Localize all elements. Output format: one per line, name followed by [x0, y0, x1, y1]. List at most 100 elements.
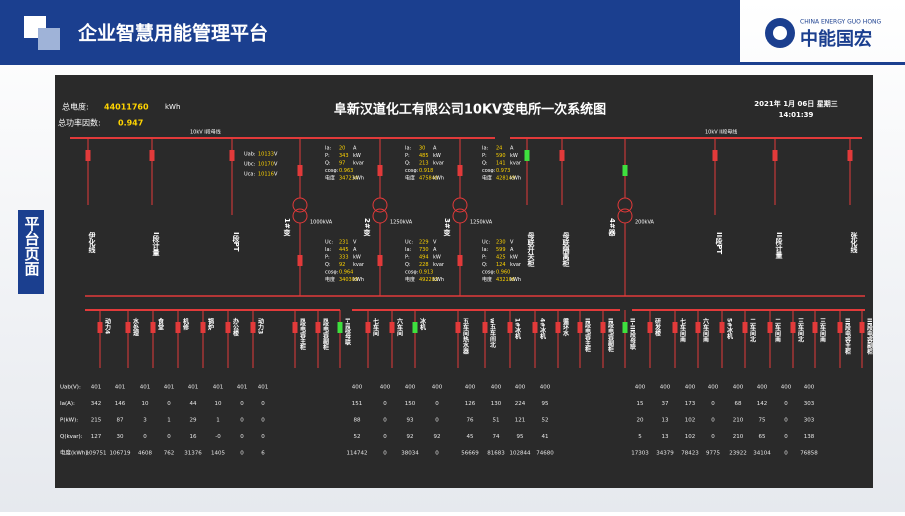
meter-text: Ia:: [405, 146, 412, 152]
meter-text: P:: [482, 153, 487, 159]
meter-text: kW: [510, 153, 518, 159]
cell: 6: [261, 451, 265, 457]
cell: 0: [240, 418, 244, 424]
meter-text: 20: [339, 146, 345, 152]
meter-text: 92: [339, 262, 345, 268]
cell: 127: [91, 434, 102, 440]
meter-text: 333: [339, 255, 349, 261]
feeder-label: III段电容副柜: [866, 318, 874, 356]
cell: 3: [143, 418, 147, 424]
cell: 106719: [110, 451, 131, 457]
cell: 130: [491, 401, 502, 407]
row-label: P(kW):: [60, 418, 78, 424]
meter-text: kWh: [510, 277, 521, 283]
cell: 400: [635, 385, 646, 391]
meter-text: kW: [353, 153, 361, 159]
row-label: Uab(V):: [60, 385, 81, 391]
capacity: 1250kVA: [390, 220, 413, 226]
feeder-label: II段PT: [715, 232, 723, 254]
meter-text: 0.918: [419, 168, 433, 174]
feeder-label: 三车间南: [819, 318, 826, 343]
cell: -0: [215, 434, 221, 440]
cell: 34379: [656, 451, 674, 457]
meter-text: 124: [496, 262, 506, 268]
feeder-label: 4#冰机: [539, 318, 546, 340]
cell: 16: [190, 434, 197, 440]
feeder-label: w五车间北: [489, 318, 496, 349]
cell: 20: [637, 418, 644, 424]
meter-text: A: [353, 146, 357, 152]
meter-text: 30: [419, 146, 425, 152]
meter-text: kWh: [353, 277, 364, 283]
meter-text: V: [353, 240, 357, 246]
breaker: [412, 322, 418, 333]
feeder-label: 办公楼: [232, 317, 239, 337]
meter-text: Q:: [482, 161, 488, 167]
logo-subtitle: CHINA ENERGY GUO HONG: [800, 19, 882, 26]
breaker: [859, 322, 865, 333]
meter-text: 494: [419, 255, 429, 261]
cell: 56669: [461, 451, 479, 457]
cell: 0: [143, 434, 147, 440]
meter-text: 10116: [258, 172, 274, 178]
cell: 81683: [487, 451, 505, 457]
meter-text: cosφ:: [325, 270, 339, 276]
meter-text: A: [433, 146, 437, 152]
cell: 210: [733, 418, 744, 424]
breaker: [672, 322, 678, 333]
cell: 0: [167, 401, 171, 407]
breaker: [297, 165, 303, 176]
transformer: [617, 197, 633, 213]
breaker: [837, 322, 843, 333]
meter-text: kvar: [510, 161, 522, 167]
feeder-label: 七车间: [372, 317, 379, 337]
feeder-label: 母联隔离柜: [562, 231, 571, 268]
meter-text: 730: [419, 247, 429, 253]
cell: 0: [435, 418, 439, 424]
cell: 303: [804, 401, 815, 407]
cell: 0: [261, 418, 265, 424]
feeder-label: 六车间南: [702, 317, 709, 343]
cell: 342: [91, 401, 102, 407]
cell: 303: [804, 418, 815, 424]
breaker: [555, 322, 561, 333]
meter-text: 电度: [405, 276, 415, 283]
meter-text: A: [353, 247, 357, 253]
meter-text: 231: [339, 240, 349, 246]
breaker: [455, 322, 461, 333]
meter-text: 428149: [496, 176, 515, 182]
breaker: [85, 150, 91, 161]
feeder-label: 机修: [182, 317, 190, 331]
cell: 4608: [138, 451, 152, 457]
cell: 1405: [211, 451, 225, 457]
meter-text: 425: [496, 255, 506, 261]
breaker: [125, 322, 131, 333]
cell: 31376: [184, 451, 202, 457]
meter-text: A: [433, 247, 437, 253]
breaker: [742, 322, 748, 333]
cell: 74: [493, 434, 500, 440]
feeder-label: 伊化线: [88, 231, 97, 254]
feeder-label: I段电容主柜: [299, 318, 307, 352]
breaker: [532, 322, 538, 333]
meter-text: Uc:: [325, 240, 333, 246]
meter-text: kvar: [433, 161, 445, 167]
meter-text: cosφ:: [325, 168, 339, 174]
cell: 13: [662, 434, 669, 440]
cell: 1: [216, 418, 220, 424]
breaker: [482, 322, 488, 333]
cell: 17303: [631, 451, 649, 457]
meter-text: 97: [339, 161, 345, 167]
cell: 9775: [706, 451, 720, 457]
breaker: [292, 322, 298, 333]
feeder-label: II段计量: [775, 232, 783, 259]
header-line: [0, 62, 905, 65]
feeder-label: 五车间热水器: [462, 318, 470, 355]
transformer-label: 3#变: [443, 218, 451, 237]
cell: 0: [383, 451, 387, 457]
meter-text: 0.960: [496, 270, 510, 276]
cell: 45: [467, 434, 474, 440]
feeder-label: 二车间南: [774, 318, 781, 343]
cell: 210: [733, 434, 744, 440]
cell: 88: [354, 418, 361, 424]
